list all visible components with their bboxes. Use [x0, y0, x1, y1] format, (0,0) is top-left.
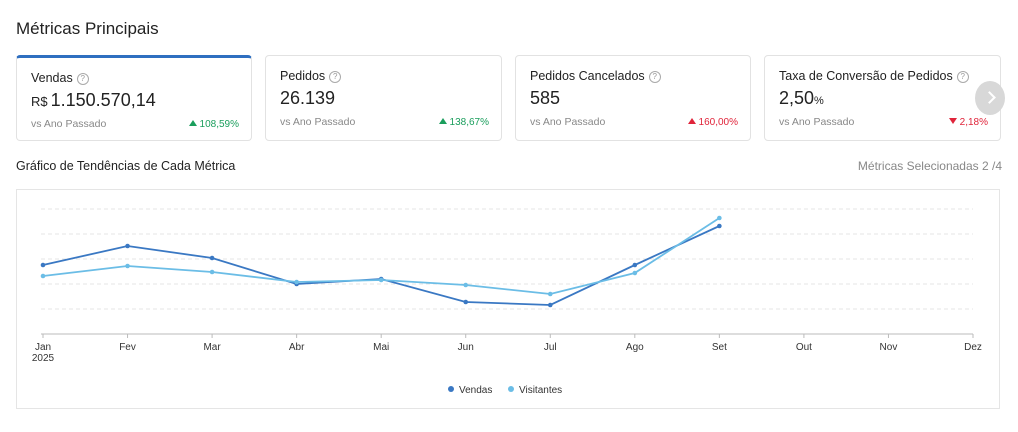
change-value: 138,67%	[449, 117, 489, 128]
value-prefix: R$	[31, 94, 48, 109]
legend-label[interactable]: Visitantes	[519, 385, 562, 396]
page-title: Métricas Principais	[16, 19, 159, 38]
card-title: Pedidos?	[280, 69, 342, 83]
card-title-text: Taxa de Conversão de Pedidos	[779, 69, 953, 83]
change: 138,67%	[438, 117, 489, 128]
data-point	[40, 262, 46, 268]
metric-card[interactable]: Pedidos Cancelados? 585 vs Ano Passado 160,…	[515, 55, 751, 141]
data-point	[547, 291, 553, 297]
chart: Jan Fev Mar Abr Mai Jun Jul Ago Set Out Nov Dez 2025…	[32, 208, 982, 396]
data-point	[463, 282, 469, 288]
card-title: Vendas?	[31, 71, 89, 85]
x-tick-label: Mar	[203, 342, 221, 353]
x-tick-label: Abr	[289, 342, 305, 353]
chart-title: Gráfico de Tendências de Cada Métrica	[16, 159, 236, 173]
data-point	[463, 299, 469, 305]
card-title: Taxa de Conversão de Pedidos?	[779, 69, 969, 83]
x-tick-label: Jan	[35, 342, 51, 353]
x-year-label: 2025	[32, 353, 55, 364]
x-tick-label: Set	[712, 342, 727, 353]
card-value: 26.139	[280, 88, 335, 109]
value-suffix: %	[814, 95, 824, 107]
data-point	[632, 270, 638, 276]
x-tick-label: Ago	[626, 342, 644, 353]
comparison-label: vs Ano Passado	[779, 116, 855, 128]
value-number: 585	[530, 88, 561, 108]
data-point	[632, 262, 638, 268]
data-point	[378, 277, 384, 283]
x-tick-label: Nov	[880, 342, 898, 353]
metric-card[interactable]: Taxa de Conversão de Pedidos? 2,50% vs Ano…	[764, 55, 1001, 141]
metric-card[interactable]: Pedidos? 26.139 vs Ano Passado 138,67%	[265, 55, 502, 141]
value-number: 26.139	[280, 88, 336, 108]
series-line	[42, 225, 720, 306]
change-value: 2,18%	[959, 117, 988, 128]
legend-marker	[508, 386, 514, 392]
x-tick-label: Jun	[458, 342, 474, 353]
data-point	[209, 269, 215, 275]
trend-arrow	[687, 118, 696, 124]
data-point	[717, 223, 722, 229]
change-value: 160,00%	[698, 117, 738, 128]
legend-marker	[448, 386, 454, 392]
help-icon: ?	[329, 71, 342, 83]
comparison-label: vs Ano Passado	[31, 118, 107, 130]
change: 108,59%	[188, 119, 239, 130]
card-value: 585	[530, 88, 560, 109]
data-point	[717, 215, 722, 221]
help-icon: ?	[956, 71, 969, 83]
next-button[interactable]	[975, 81, 1005, 115]
value-number: 1.150.570,14	[50, 90, 156, 110]
metric-selection[interactable]: Métricas Selecionadas 2 /4	[857, 159, 1002, 173]
card-title-text: Pedidos	[280, 69, 326, 83]
data-point	[209, 255, 215, 261]
card-title: Pedidos Cancelados?	[530, 69, 661, 83]
trend-arrow	[948, 118, 957, 124]
card-title-text: Pedidos Cancelados	[530, 69, 645, 83]
data-point	[294, 279, 299, 285]
data-point	[125, 263, 130, 269]
trend-arrow	[438, 118, 447, 124]
x-tick-label: Fev	[119, 342, 136, 353]
x-tick-label: Out	[796, 342, 812, 353]
change-value: 108,59%	[199, 119, 239, 130]
series-line	[42, 217, 720, 295]
help-icon: ?	[76, 73, 89, 85]
legend-label[interactable]: Vendas	[459, 385, 492, 396]
card-value: 2,50%	[779, 88, 824, 109]
data-point	[40, 273, 46, 279]
card-value: R$ 1.150.570,14	[31, 90, 156, 111]
x-tick-label: Dez	[964, 342, 982, 353]
data-point	[125, 243, 130, 249]
x-tick-label: Mai	[373, 342, 389, 353]
change: 2,18%	[948, 117, 988, 128]
comparison-label: vs Ano Passado	[530, 116, 606, 128]
comparison-label: vs Ano Passado	[280, 116, 356, 128]
chart-panel	[16, 189, 1000, 409]
change: 160,00%	[687, 117, 738, 128]
data-point	[547, 302, 553, 308]
value-number: 2,50	[779, 88, 815, 108]
x-tick-label: Jul	[544, 342, 557, 353]
help-icon: ?	[648, 71, 661, 83]
trend-arrow	[188, 120, 197, 126]
metric-card[interactable]: Vendas? R$ 1.150.570,14 vs Ano Passado 108,5…	[16, 55, 252, 141]
card-title-text: Vendas	[31, 71, 73, 85]
